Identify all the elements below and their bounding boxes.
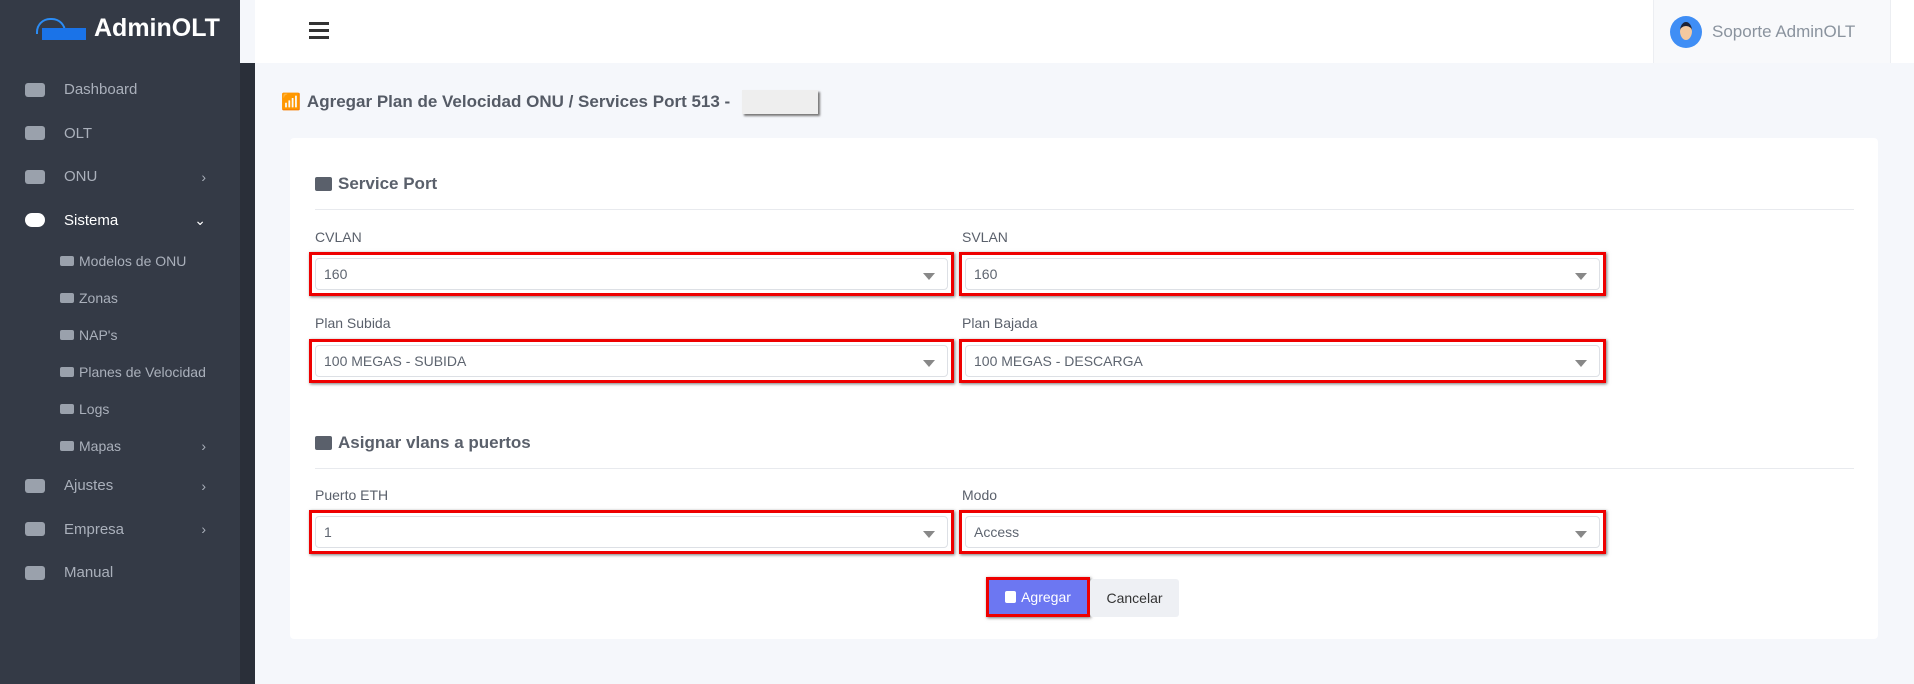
label: Ajustes: [64, 477, 114, 495]
label: Sistema: [64, 211, 119, 229]
brand-name: AdminOLT: [94, 14, 220, 42]
chevron-right-icon: ›: [201, 521, 206, 538]
columns-icon: [60, 329, 74, 340]
label: Logs: [79, 400, 110, 417]
label: Zonas: [79, 289, 118, 306]
label: OLT: [64, 124, 93, 142]
ethernet-icon: [315, 436, 332, 450]
redacted-box: [742, 90, 819, 114]
section-title: Asignar vlans a puertos: [338, 433, 531, 452]
section-title: Service Port: [338, 174, 438, 193]
sidebar-subitem-logs[interactable]: Logs: [0, 390, 240, 427]
value: 1: [324, 524, 332, 540]
chevron-down-icon: ⌄: [194, 211, 206, 228]
label: Dashboard: [64, 81, 138, 99]
sidebar-item-olt[interactable]: OLT: [0, 112, 240, 156]
wifi-icon: 📶: [281, 94, 301, 111]
sidebar-item-dashboard[interactable]: Dashboard: [0, 68, 240, 112]
divider: [315, 468, 1854, 469]
sidebar-item-empresa[interactable]: Empresa ›: [0, 508, 240, 552]
server-icon: [315, 177, 332, 191]
label: Empresa: [64, 520, 125, 538]
caret-down-icon: [923, 360, 935, 367]
caret-down-icon: [1575, 273, 1587, 280]
page-title: 📶 Agregar Plan de Velocidad ONU / Service…: [281, 90, 819, 114]
form-card: Service Port CVLAN SVLAN 160 160 Plan Su…: [290, 138, 1878, 639]
user-name: Soporte AdminOLT: [1712, 21, 1856, 41]
hdd-icon: [60, 255, 74, 266]
label: Agregar: [1021, 589, 1071, 605]
divider: [315, 209, 1854, 210]
sidebar-subitem-mapas[interactable]: Mapas ›: [0, 427, 240, 464]
building-icon: [25, 522, 45, 537]
sidebar-item-manual[interactable]: Manual: [0, 551, 240, 595]
caret-down-icon: [923, 531, 935, 538]
sidebar-subitem-modelos[interactable]: Modelos de ONU: [0, 242, 240, 279]
puerto-eth-select[interactable]: 1: [309, 510, 954, 554]
chevron-right-icon: ›: [201, 437, 206, 454]
modo-select[interactable]: Access: [959, 510, 1606, 554]
value: 100 MEGAS - DESCARGA: [974, 353, 1143, 369]
chevron-right-icon: ›: [201, 477, 206, 494]
sidebar-edge: [240, 63, 255, 684]
map-icon: [60, 440, 74, 451]
hamburger-menu-icon[interactable]: [309, 22, 329, 40]
sidebar: AdminOLT Dashboard OLT ONU › Sistema ⌄ Mod…: [0, 0, 240, 684]
caret-down-icon: [1575, 360, 1587, 367]
tools-icon: [25, 478, 45, 493]
sidebar-item-onu[interactable]: ONU ›: [0, 155, 240, 199]
book-icon: [25, 565, 45, 580]
user-menu[interactable]: Soporte AdminOLT: [1653, 0, 1891, 63]
logo[interactable]: AdminOLT: [34, 14, 220, 43]
cvlan-select[interactable]: 160: [309, 252, 954, 296]
clipboard-icon: [60, 403, 74, 414]
label: Planes de Velocidad: [79, 363, 206, 380]
sidebar-subitem-naps[interactable]: NAP's: [0, 316, 240, 353]
save-icon: [1005, 591, 1017, 603]
tachometer-icon: [25, 82, 45, 97]
agregar-button[interactable]: Agregar: [986, 577, 1090, 617]
caret-down-icon: [1575, 531, 1587, 538]
plan-bajada-label: Plan Bajada: [962, 315, 1038, 331]
home-icon: [60, 292, 74, 303]
svlan-label: SVLAN: [962, 229, 1008, 245]
sidebar-item-sistema[interactable]: Sistema ⌄: [0, 199, 240, 243]
value: 100 MEGAS - SUBIDA: [324, 353, 467, 369]
wifi-icon: [60, 366, 74, 377]
top-header: Soporte AdminOLT: [255, 0, 1914, 63]
value: Access: [974, 524, 1020, 540]
label: NAP's: [79, 326, 118, 343]
cvlan-label: CVLAN: [315, 229, 362, 245]
value: 160: [974, 266, 998, 282]
avatar: [1670, 15, 1702, 48]
modo-label: Modo: [962, 487, 998, 503]
value: 160: [324, 266, 348, 282]
plan-subida-select[interactable]: 100 MEGAS - SUBIDA: [309, 339, 954, 383]
page-title-text: Agregar Plan de Velocidad ONU / Services…: [306, 92, 731, 111]
section-service-port: Service Port: [315, 174, 437, 194]
sidebar-item-ajustes[interactable]: Ajustes ›: [0, 464, 240, 508]
svlan-select[interactable]: 160: [959, 252, 1606, 296]
plan-subida-label: Plan Subida: [315, 315, 391, 331]
olt-cloud-icon: [34, 17, 88, 40]
hdd-icon: [25, 169, 45, 184]
chevron-right-icon: ›: [201, 168, 206, 185]
label: ONU: [64, 168, 98, 186]
cloud-icon: [25, 213, 45, 228]
sidebar-subitem-planes[interactable]: Planes de Velocidad: [0, 353, 240, 390]
section-asignar-vlans: Asignar vlans a puertos: [315, 433, 531, 453]
puerto-eth-label: Puerto ETH: [315, 487, 389, 503]
sidebar-subitem-zonas[interactable]: Zonas: [0, 279, 240, 316]
label: Modelos de ONU: [79, 252, 187, 269]
caret-down-icon: [923, 273, 935, 280]
cancelar-button[interactable]: Cancelar: [1090, 579, 1179, 617]
server-icon: [25, 126, 45, 141]
label: Mapas: [79, 437, 122, 454]
plan-bajada-select[interactable]: 100 MEGAS - DESCARGA: [959, 339, 1606, 383]
label: Manual: [64, 564, 114, 582]
